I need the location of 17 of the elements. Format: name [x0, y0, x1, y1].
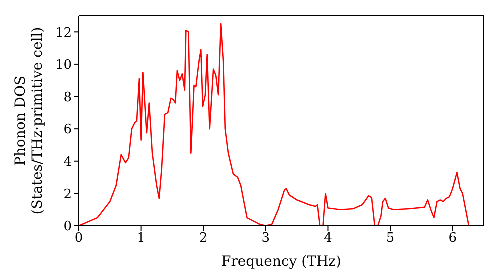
y-tick-label: 10 [55, 58, 72, 74]
x-tick-label: 2 [199, 231, 208, 246]
y-tick-label: 2 [64, 187, 72, 202]
x-tick-label: 5 [386, 231, 395, 246]
y-tick-label: 6 [64, 122, 72, 138]
y-tick-label: 4 [64, 155, 72, 170]
x-tick-label: 0 [74, 231, 84, 246]
x-tick-label: 4 [324, 231, 332, 246]
x-tick-label: 1 [137, 231, 146, 246]
line-series [79, 23, 470, 226]
x-axis-title: Frequency (THz) [221, 254, 342, 270]
x-tick-label: 6 [448, 231, 457, 246]
y-tick-label: 8 [64, 90, 72, 106]
x-tick-label: 3 [262, 231, 270, 246]
y-tick-label: 12 [55, 26, 72, 41]
y-tick-label: 0 [64, 220, 72, 235]
y-axis-title: Phonon DOS (States/THz·primitive cell) [13, 27, 46, 215]
